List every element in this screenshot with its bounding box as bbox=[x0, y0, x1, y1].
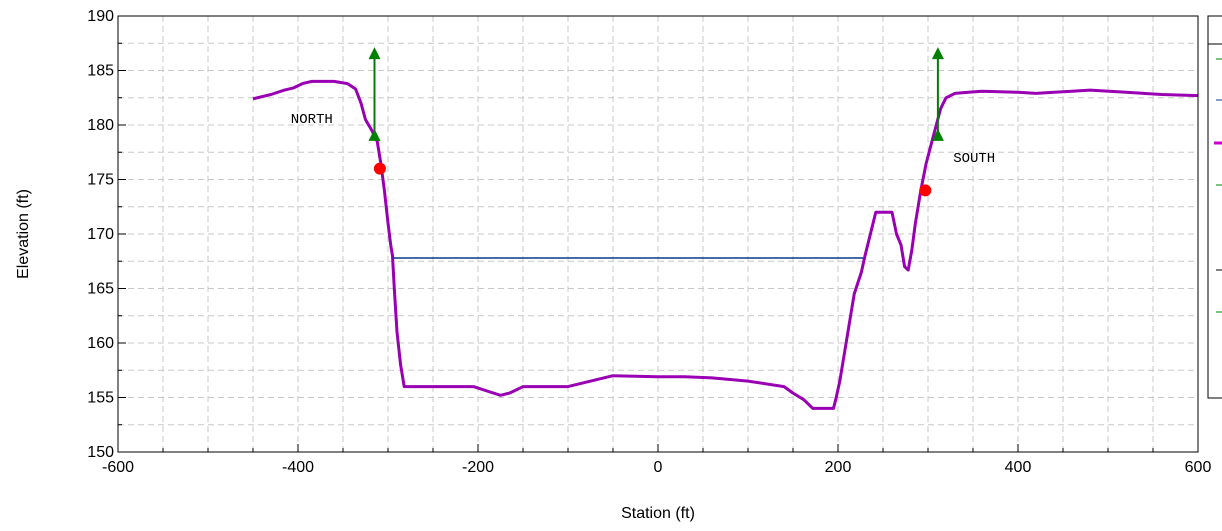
bank-arrow-head-top bbox=[368, 47, 381, 60]
y-tick-label: 155 bbox=[87, 390, 114, 407]
x-axis-title: Station (ft) bbox=[621, 505, 695, 522]
x-tick-label: 400 bbox=[1005, 459, 1032, 476]
y-tick-label: 150 bbox=[87, 444, 114, 461]
annotation-layer: NORTH SOUTH bbox=[291, 112, 995, 167]
tick-marks bbox=[117, 15, 1199, 453]
x-tick-label: 200 bbox=[825, 459, 852, 476]
y-axis-title: Elevation (ft) bbox=[15, 189, 32, 279]
y-tick-label: 185 bbox=[87, 63, 114, 80]
bank-arrow-head-base bbox=[931, 128, 944, 141]
x-tick-labels: -600 -400 -200 0 200 400 600 bbox=[102, 459, 1211, 476]
y-tick-label: 165 bbox=[87, 281, 114, 298]
bank-station-marker bbox=[373, 162, 386, 175]
x-tick-label: 0 bbox=[654, 459, 663, 476]
x-tick-label: -600 bbox=[102, 459, 134, 476]
y-tick-label: 190 bbox=[87, 8, 114, 25]
y-tick-labels: 150 155 160 165 170 175 180 185 190 bbox=[87, 8, 114, 461]
bank-station-marker bbox=[919, 184, 932, 197]
y-tick-label: 180 bbox=[87, 117, 114, 134]
x-tick-label: -400 bbox=[282, 459, 314, 476]
y-tick-label: 175 bbox=[87, 172, 114, 189]
annotation-south: SOUTH bbox=[953, 151, 995, 167]
bank-arrow-head-base bbox=[368, 128, 381, 141]
annotation-north: NORTH bbox=[291, 112, 333, 128]
bank-arrow-head-top bbox=[931, 47, 944, 60]
x-tick-label: 600 bbox=[1185, 459, 1212, 476]
y-tick-label: 160 bbox=[87, 335, 114, 352]
legend-box bbox=[1207, 15, 1222, 399]
x-tick-label: -200 bbox=[462, 459, 494, 476]
y-tick-label: 170 bbox=[87, 226, 114, 243]
marker-layer bbox=[368, 47, 944, 197]
grid-lines bbox=[118, 16, 1198, 452]
